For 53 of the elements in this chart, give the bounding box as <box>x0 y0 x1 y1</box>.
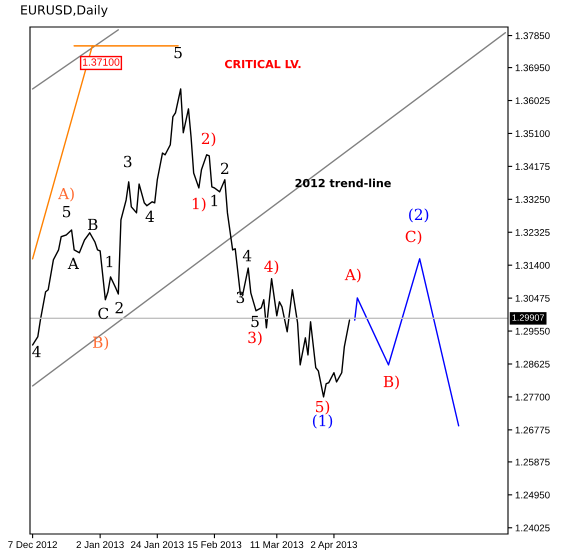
annotation: 5 <box>251 316 259 328</box>
annotation: 1.37100 <box>82 58 120 66</box>
y-tick-label: 1.24950 <box>516 492 550 498</box>
annotation: B <box>88 218 98 230</box>
chart-title: EURUSD,Daily <box>21 4 108 18</box>
y-tick-label: 1.33250 <box>516 196 550 203</box>
annotation: B) <box>384 375 399 390</box>
annotation: 1 <box>211 194 218 206</box>
annotation: 2012 trend-line <box>296 178 391 188</box>
annotation: 4 <box>242 250 252 262</box>
y-tick-label: 1.34175 <box>516 163 550 170</box>
annotation: 3 <box>124 156 132 168</box>
x-tick-label: 11 Mar 2013 <box>250 541 304 548</box>
annotation: 5 <box>63 206 70 218</box>
x-tick-label: 2 Jan 2013 <box>76 541 124 548</box>
ref-line-label: 1.29907 <box>512 314 544 321</box>
annotation: 1) <box>192 198 206 212</box>
annotation: A <box>68 258 80 269</box>
y-tick-label: 1.32325 <box>516 228 550 236</box>
annotation: 3) <box>248 331 262 346</box>
y-tick-label: 1.27700 <box>516 394 550 401</box>
y-tick-label: 1.30475 <box>516 294 550 302</box>
y-tick-label: 1.35100 <box>516 130 550 138</box>
x-tick-label: 15 Feb 2013 <box>188 540 242 548</box>
annotation: A) <box>344 268 361 283</box>
annotation: C) <box>406 230 422 244</box>
annotation: 1 <box>106 256 112 268</box>
annotation: (1) <box>312 414 332 429</box>
x-tick-label: 2 Apr 2013 <box>310 541 358 550</box>
annotation: 4 <box>146 210 154 222</box>
x-tick-label: 7 Dec 2012 <box>8 541 57 548</box>
y-tick-label: 1.36025 <box>516 97 550 104</box>
annotation: 5 <box>174 46 182 58</box>
annotation: A) <box>58 188 74 202</box>
annotation: B) <box>92 336 108 350</box>
y-tick-label: 1.29550 <box>516 328 550 335</box>
y-tick-label: 1.37850 <box>516 32 550 40</box>
annotation: 4) <box>264 260 278 274</box>
y-tick-label: 1.36950 <box>516 64 550 72</box>
y-tick-label: 1.24025 <box>516 524 550 532</box>
y-tick-label: 1.25875 <box>516 458 550 466</box>
annotation: CRITICAL LV. <box>224 60 300 68</box>
annotation: (2) <box>409 208 428 222</box>
annotation: 4 <box>32 346 41 358</box>
annotation: C <box>98 308 108 320</box>
annotation: 2 <box>221 162 228 174</box>
y-tick-label: 1.31400 <box>516 262 550 269</box>
annotation: 2 <box>116 302 123 314</box>
y-tick-label: 1.28625 <box>516 360 550 368</box>
y-tick-label: 1.26775 <box>516 426 550 434</box>
annotation: 2) <box>202 132 216 146</box>
annotation: 5) <box>316 400 330 415</box>
x-tick-label: 24 Jan 2013 <box>131 541 184 548</box>
